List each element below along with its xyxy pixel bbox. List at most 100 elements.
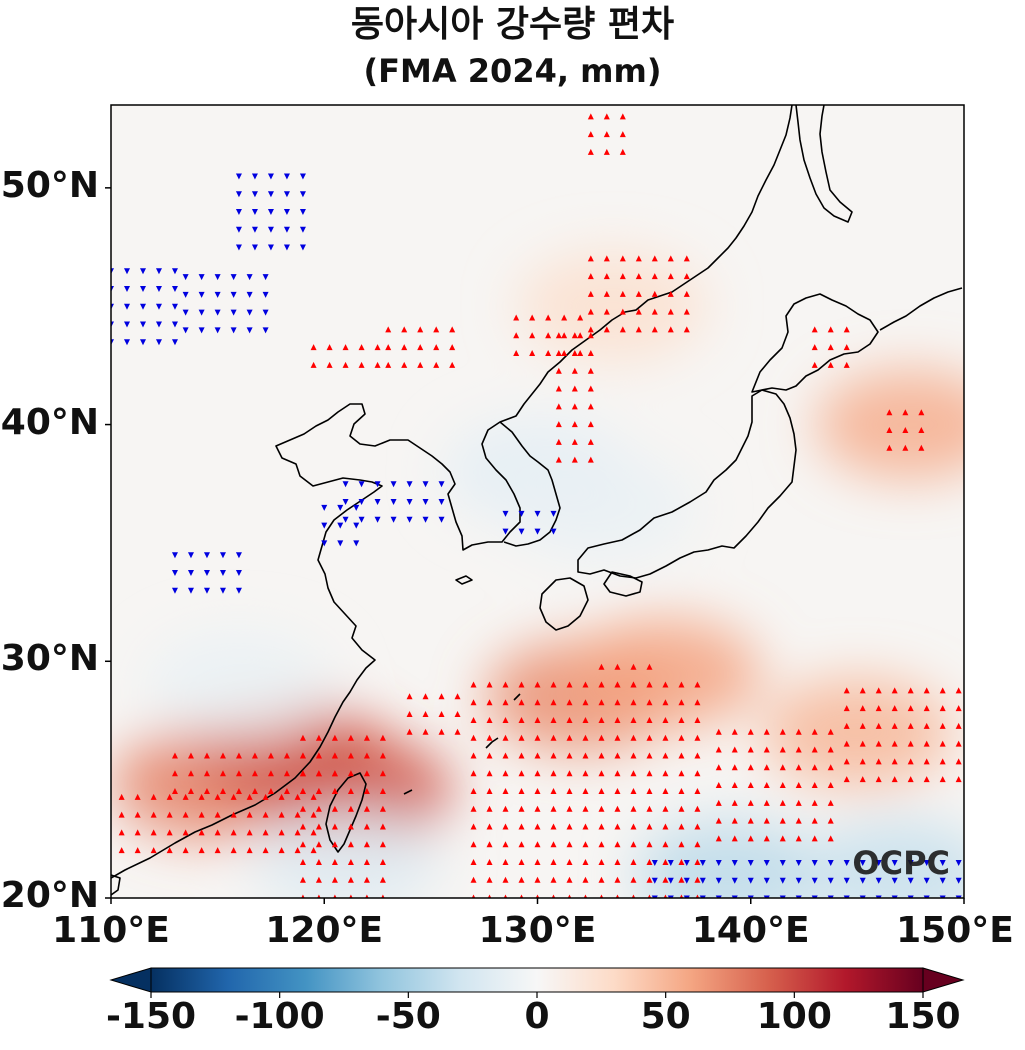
positive-significance-marker <box>422 711 429 718</box>
korea-coastline <box>499 421 561 547</box>
positive-significance-marker <box>471 894 476 898</box>
negative-significance-marker <box>283 226 290 233</box>
positive-significance-marker <box>214 793 221 800</box>
positive-significance-marker <box>811 746 818 753</box>
positive-significance-marker <box>891 687 898 694</box>
positive-significance-marker <box>235 752 242 759</box>
positive-significance-marker <box>379 734 386 741</box>
positive-significance-marker <box>614 858 621 865</box>
positive-significance-marker <box>646 805 653 812</box>
positive-significance-marker <box>534 734 541 741</box>
positive-significance-marker <box>827 782 834 789</box>
positive-significance-marker <box>886 426 893 433</box>
lat-tick-label: 40°N <box>0 401 99 443</box>
positive-significance-marker <box>470 841 477 848</box>
positive-significance-marker <box>955 705 962 712</box>
positive-significance-marker <box>331 734 338 741</box>
positive-significance-marker <box>134 829 141 836</box>
positive-significance-marker <box>550 716 557 723</box>
positive-significance-marker <box>715 835 722 842</box>
positive-significance-marker <box>635 255 642 262</box>
positive-significance-marker <box>662 805 669 812</box>
positive-significance-marker <box>694 734 701 741</box>
lat-tick-marks <box>105 187 111 899</box>
positive-significance-marker <box>587 350 594 357</box>
positive-significance-marker <box>603 148 610 155</box>
positive-significance-marker <box>598 699 605 706</box>
positive-significance-marker <box>955 722 962 729</box>
positive-significance-marker <box>486 841 493 848</box>
negative-significance-marker <box>502 510 509 517</box>
negative-significance-marker <box>267 244 274 251</box>
negative-significance-marker <box>811 859 818 866</box>
positive-significance-marker <box>582 841 589 848</box>
positive-significance-marker <box>331 805 338 812</box>
positive-significance-marker <box>342 361 349 368</box>
positive-significance-marker <box>614 699 621 706</box>
positive-significance-marker <box>715 764 722 771</box>
positive-significance-marker <box>182 829 189 836</box>
honshu-coastline <box>577 389 797 579</box>
anomaly-blob <box>250 807 441 898</box>
positive-significance-marker <box>577 332 584 339</box>
positive-significance-marker <box>486 770 493 777</box>
negative-significance-marker <box>267 226 274 233</box>
positive-significance-marker <box>470 787 477 794</box>
positive-significance-marker <box>310 793 317 800</box>
positive-significance-marker <box>379 858 386 865</box>
negative-significance-marker <box>283 209 290 216</box>
positive-significance-marker <box>487 894 492 898</box>
positive-significance-marker <box>651 273 658 280</box>
positive-significance-marker <box>347 734 354 741</box>
positive-significance-marker <box>747 746 754 753</box>
positive-significance-marker <box>230 793 237 800</box>
positive-significance-marker <box>315 752 322 759</box>
positive-significance-marker <box>433 344 440 351</box>
negative-significance-marker <box>321 540 328 547</box>
positive-significance-marker <box>267 752 274 759</box>
negative-significance-marker <box>353 504 360 511</box>
positive-significance-marker <box>955 776 962 783</box>
positive-significance-marker <box>683 326 690 333</box>
negative-significance-marker <box>683 859 690 866</box>
negative-significance-marker <box>358 499 365 505</box>
positive-significance-marker <box>795 835 802 842</box>
positive-significance-marker <box>545 332 552 339</box>
positive-significance-marker <box>678 876 685 883</box>
positive-significance-marker <box>283 770 290 777</box>
positive-significance-marker <box>534 787 541 794</box>
negative-significance-marker <box>139 303 146 310</box>
positive-significance-marker <box>347 752 354 759</box>
positive-significance-marker <box>582 770 589 777</box>
negative-significance-marker <box>171 321 178 328</box>
positive-significance-marker <box>347 805 354 812</box>
positive-significance-marker <box>811 817 818 824</box>
positive-significance-marker <box>587 332 594 339</box>
positive-significance-marker <box>667 326 674 333</box>
negative-significance-marker <box>246 309 253 316</box>
taiwan-coastline <box>325 772 367 853</box>
positive-significance-marker <box>118 847 125 854</box>
positive-significance-marker <box>715 746 722 753</box>
positive-significance-marker <box>955 758 962 765</box>
negative-significance-marker <box>230 309 237 316</box>
positive-significance-marker <box>566 876 573 883</box>
positive-significance-marker <box>598 663 605 670</box>
positive-significance-marker <box>619 113 626 120</box>
positive-significance-marker <box>379 876 386 883</box>
positive-significance-marker <box>598 681 605 688</box>
positive-significance-marker <box>534 699 541 706</box>
positive-significance-marker <box>747 817 754 824</box>
positive-significance-marker <box>630 805 637 812</box>
positive-significance-marker <box>486 858 493 865</box>
negative-significance-marker <box>843 859 850 866</box>
positive-significance-marker <box>731 728 738 735</box>
positive-significance-marker <box>619 290 626 297</box>
negative-significance-marker <box>235 173 242 180</box>
positive-significance-marker <box>310 811 317 818</box>
positive-significance-marker <box>310 344 317 351</box>
positive-significance-marker <box>646 823 653 830</box>
positive-significance-marker <box>694 876 701 883</box>
positive-significance-marker <box>587 421 594 428</box>
positive-significance-marker <box>619 326 626 333</box>
